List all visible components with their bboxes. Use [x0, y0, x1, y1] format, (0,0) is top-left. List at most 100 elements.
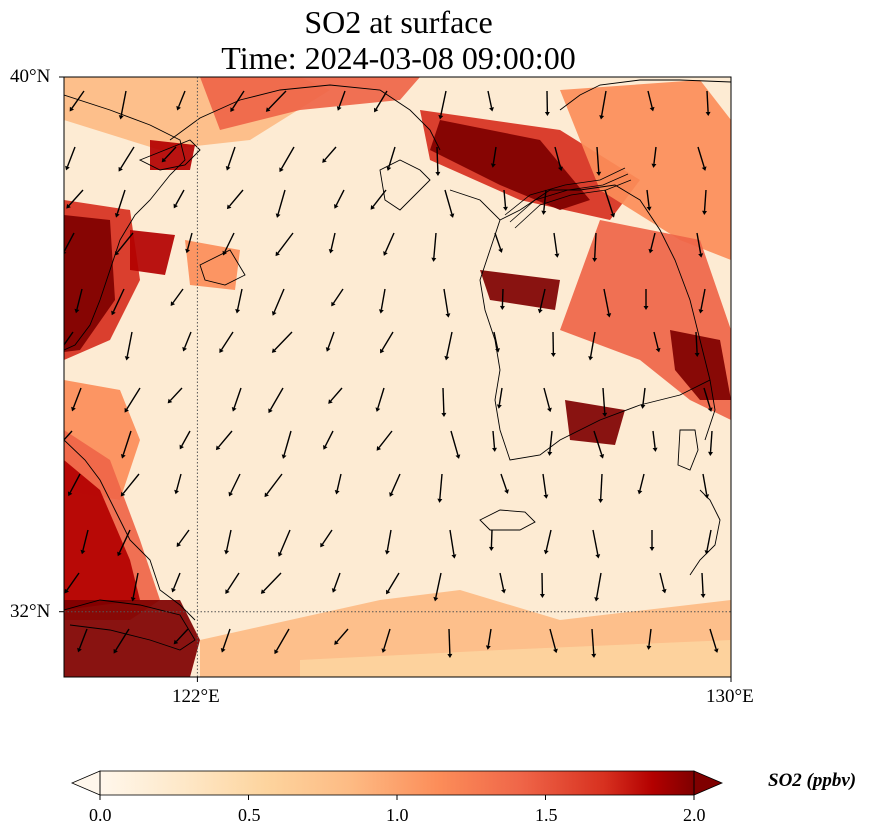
wind-arrow-140: [594, 572, 602, 602]
wind-arrow-56: [271, 288, 285, 316]
lat-tick-32: 32°N: [10, 601, 51, 622]
wind-arrow-48: [553, 232, 560, 258]
wind-arrow-20: [435, 146, 441, 176]
wind-arrow-69: [271, 331, 293, 353]
wind-arrow-32: [370, 189, 387, 210]
wind-arrow-99: [491, 430, 497, 452]
colorbar-extend-min: [70, 770, 101, 796]
colorbar-tick-label-4: 2.0: [683, 805, 706, 825]
wind-arrow-43: [275, 232, 294, 257]
wind-arrow-150: [447, 628, 453, 658]
wind-arrow-39: [64, 232, 75, 255]
wind-arrow-83: [328, 387, 343, 404]
wind-arrow-45: [383, 232, 395, 256]
wind-arrow-152: [549, 628, 558, 654]
wind-arrow-29: [226, 189, 244, 210]
wind-arrow-41: [185, 232, 193, 254]
wind-arrow-61: [537, 288, 546, 314]
wind-arrow-122: [320, 529, 333, 548]
colorbar-tick-label-3: 1.5: [535, 805, 558, 825]
so2-patch-10: [560, 80, 731, 260]
wind-arrow-49: [592, 232, 598, 262]
wind-arrow-141: [659, 572, 667, 594]
wind-arrow-89: [640, 387, 646, 409]
wind-arrow-113: [542, 473, 549, 499]
border-lines: [504, 167, 632, 229]
colorbar-gradient: [100, 771, 694, 795]
colorbar-extend-max: [693, 770, 724, 796]
so2-patch-17: [64, 600, 200, 677]
wind-arrow-154: [646, 628, 652, 650]
wind-arrow-127: [592, 529, 601, 559]
wind-arrow-106: [174, 473, 182, 495]
wind-arrow-108: [264, 473, 283, 498]
wind-arrow-12: [705, 90, 711, 116]
wind-arrow-77: [694, 331, 700, 357]
wind-arrow-50: [648, 232, 656, 254]
wind-arrow-36: [604, 189, 616, 218]
wind-arrow-59: [443, 288, 451, 318]
wind-arrow-138: [499, 572, 506, 594]
wind-arrow-93: [179, 430, 191, 450]
wind-arrow-64: [698, 288, 706, 314]
map-plot-area: [64, 77, 731, 677]
wind-arrow-98: [450, 430, 461, 459]
wind-arrow-4: [265, 90, 287, 112]
wind-arrow-100: [547, 430, 553, 456]
wind-arrow-119: [176, 529, 190, 547]
so2-patch-12: [670, 330, 731, 400]
wind-arrow-131: [130, 572, 139, 602]
colorbar-tick-label-2: 1.0: [386, 805, 409, 825]
colorbar-title: SO2 (ppbv): [768, 770, 857, 791]
wind-arrow-27: [114, 189, 126, 218]
wind-arrow-110: [389, 473, 401, 497]
wind-arrow-9: [544, 90, 550, 116]
wind-arrow-6: [374, 90, 388, 113]
map-title-line1: SO2 at surface: [304, 4, 493, 40]
wind-arrow-97: [376, 430, 393, 451]
colorbar-tick-label-0: 0.0: [89, 805, 112, 825]
wind-arrow-68: [219, 331, 234, 353]
wind-arrow-134: [260, 572, 282, 594]
wind-arrow-54: [170, 288, 184, 306]
wind-arrow-57: [331, 288, 344, 307]
wind-arrow-14: [118, 146, 135, 172]
wind-arrow-21: [490, 146, 497, 168]
wind-arrow-2: [176, 90, 186, 111]
wind-arrow-1: [118, 90, 127, 120]
so2-patch-1: [200, 77, 420, 130]
wind-arrow-37: [646, 189, 652, 211]
wind-arrow-78: [71, 387, 82, 412]
wind-arrow-19: [386, 146, 396, 171]
wind-arrow-46: [431, 232, 437, 262]
colorbar-tick-label-1: 0.5: [238, 805, 261, 825]
wind-arrow-0: [69, 90, 85, 112]
wind-arrow-13: [65, 146, 76, 171]
wind-arrow-65: [64, 331, 74, 347]
wind-arrow-147: [274, 628, 290, 655]
wind-arrow-60: [499, 288, 505, 310]
wind-arrow-144: [113, 628, 130, 654]
wind-arrow-66: [124, 331, 133, 361]
wind-arrow-124: [449, 529, 457, 559]
wind-arrow-62: [603, 288, 612, 318]
wind-arrow-139: [539, 572, 545, 598]
wind-arrow-84: [375, 387, 385, 412]
wind-arrow-118: [117, 529, 131, 557]
wind-arrow-67: [182, 331, 192, 352]
wind-arrow-11: [647, 90, 655, 112]
wind-arrow-101: [593, 430, 605, 459]
wind-arrow-35: [541, 189, 547, 215]
wind-arrow-8: [487, 90, 494, 112]
wind-arrow-23: [596, 146, 602, 176]
wind-arrow-135: [331, 572, 341, 593]
so2-patch-8: [430, 120, 590, 210]
wind-arrow-102: [652, 430, 658, 452]
so2-patch-4: [130, 230, 175, 275]
so2-patch-19: [300, 640, 731, 677]
wind-arrow-153: [591, 628, 597, 658]
coastlines: [64, 79, 731, 651]
wind-arrow-112: [500, 473, 509, 494]
wind-arrow-3: [230, 90, 245, 112]
